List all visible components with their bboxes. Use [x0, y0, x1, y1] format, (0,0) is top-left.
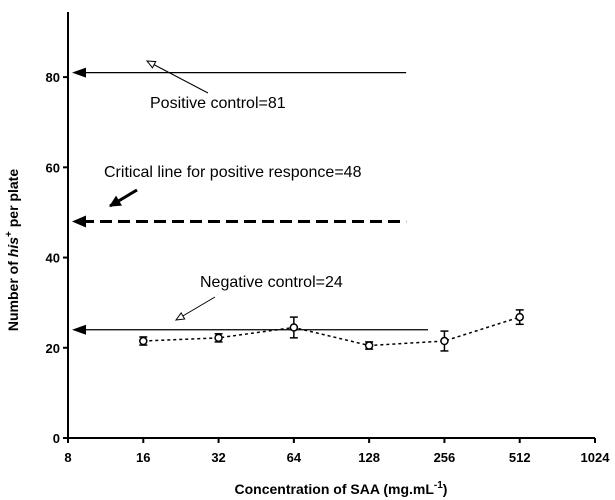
reference-line-arrowhead: [72, 67, 86, 78]
data-point: [364, 341, 374, 350]
annotation-text: Critical line for positive responce=48: [104, 164, 362, 181]
x-tick-label: 64: [287, 450, 302, 465]
x-tick-label: 32: [211, 450, 225, 465]
x-tick-label: 8: [64, 450, 71, 465]
reference-line-arrowhead: [72, 215, 86, 228]
y-tick-label: 80: [46, 70, 60, 85]
x-tick-label: 512: [509, 450, 531, 465]
data-point: [515, 312, 524, 322]
annotation-text: Negative control=24: [200, 274, 343, 291]
annotation-pointer: [146, 60, 209, 94]
y-tick-label: 20: [46, 341, 60, 356]
y-tick-label: 40: [46, 251, 60, 266]
annotation-arrowhead: [174, 312, 186, 321]
x-axis-title: Concentration of SAA (mg.mL-1): [235, 480, 448, 497]
data-point: [289, 323, 299, 332]
y-tick-label: 60: [46, 160, 60, 175]
reference-line-arrowhead: [72, 324, 86, 335]
y-axis-title: Number of his+ per plate: [4, 169, 21, 331]
reference-lines: [72, 67, 428, 335]
x-axis: 8 16 32 64 128 256 512 1024: [64, 437, 611, 465]
x-tick-label: 16: [136, 450, 150, 465]
data-point: [440, 336, 449, 346]
data-point: [214, 333, 223, 343]
annotation-arrowhead: [145, 60, 157, 69]
annotation-text: Positive control=81: [150, 95, 286, 112]
y-axis: 0 20 40 60 80: [46, 12, 69, 446]
y-tick-label: 0: [53, 431, 60, 446]
series: [139, 309, 524, 352]
annotations: Positive control=81 Critical line for pos…: [104, 60, 362, 321]
x-tick-label: 256: [434, 450, 456, 465]
x-tick-label: 128: [358, 450, 380, 465]
data-point: [139, 336, 148, 346]
x-tick-label: 1024: [581, 450, 611, 465]
annotation-arrowhead: [109, 195, 122, 207]
series-line: [143, 316, 520, 347]
